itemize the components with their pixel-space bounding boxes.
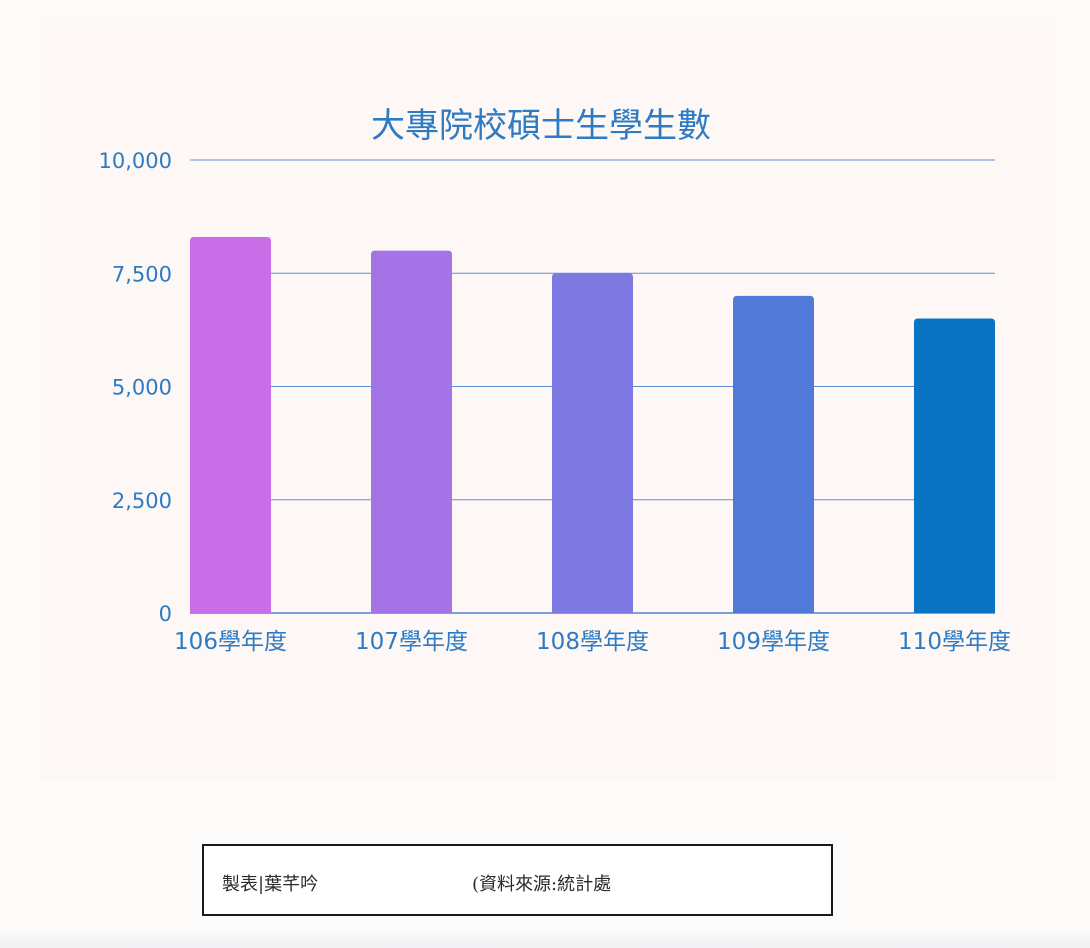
bar bbox=[733, 295, 814, 613]
y-axis-ticks: 0 2,500 5,000 7,500 10,000 bbox=[99, 149, 172, 626]
chart-title: 大專院校碩士生學生數 bbox=[371, 106, 711, 146]
y-tick-label: 0 bbox=[159, 602, 172, 626]
y-tick-label: 5,000 bbox=[112, 376, 172, 400]
bar bbox=[190, 237, 271, 613]
x-tick-label: 109學年度 bbox=[717, 629, 830, 655]
x-tick-label: 110學年度 bbox=[898, 629, 1011, 655]
credit-source: (資料來源:統計處 bbox=[472, 874, 612, 895]
y-tick-label: 10,000 bbox=[99, 149, 172, 173]
bar bbox=[552, 273, 633, 613]
bar bbox=[914, 318, 995, 613]
x-axis-ticks: 106學年度 107學年度 108學年度 109學年度 110學年度 bbox=[174, 629, 1011, 655]
x-tick-label: 108學年度 bbox=[536, 629, 649, 655]
bar bbox=[371, 250, 452, 613]
x-tick-label: 106學年度 bbox=[174, 629, 287, 655]
bottom-shade bbox=[0, 928, 1090, 948]
bar-chart: 大專院校碩士生學生數 0 2,500 5,000 7,500 10,000 106學年度… bbox=[99, 106, 1011, 655]
x-tick-label: 107學年度 bbox=[355, 629, 468, 655]
credit-author: 製表|葉芊吟 bbox=[222, 874, 319, 895]
credit-box: 製表|葉芊吟 (資料來源:統計處 bbox=[202, 844, 833, 916]
y-tick-label: 2,500 bbox=[112, 489, 172, 513]
bars-layer bbox=[190, 237, 995, 613]
y-tick-label: 7,500 bbox=[112, 262, 172, 286]
